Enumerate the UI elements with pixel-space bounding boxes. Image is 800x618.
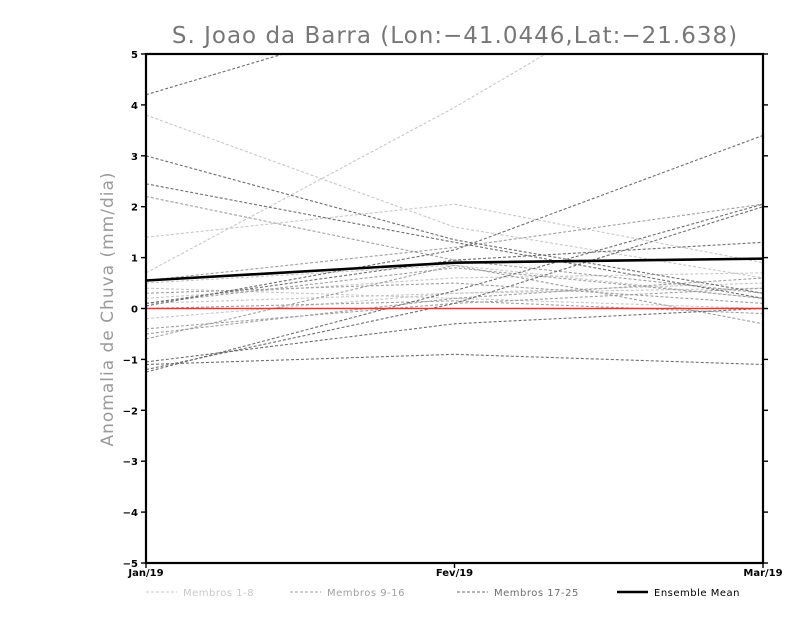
member-line-g3-2 (146, 155, 763, 294)
series-layer (146, 54, 763, 373)
member-line-g2-7 (146, 282, 763, 304)
y-tick-label: −2 (123, 406, 138, 417)
member-line-g2-2 (146, 203, 763, 282)
member-line-g3-1 (146, 54, 286, 96)
y-tick-label: −4 (123, 508, 138, 519)
member-line-g2-3 (146, 277, 763, 335)
y-tick-label: −5 (123, 559, 138, 570)
member-line-g3-7 (146, 307, 763, 363)
member-line-g3-5 (146, 203, 763, 373)
member-line-g1-7 (146, 287, 763, 310)
member-line-g2-8 (146, 300, 763, 315)
y-axis-label: Anomalia de Chuva (mm/dia) (98, 171, 118, 446)
legend-label: Membros 1-8 (183, 588, 254, 599)
member-line-g1-1 (146, 114, 763, 279)
chart-title: S. Joao da Barra (Lon:−41.0446,Lat:−21.6… (172, 23, 738, 49)
member-line-g3-9 (146, 134, 763, 307)
y-tick-label: −1 (123, 355, 138, 366)
member-line-g1-3 (146, 54, 547, 274)
member-line-g1-5 (146, 282, 763, 320)
legend: Membros 1-8 Membros 9-16 Membros 17-25 Ense… (146, 588, 740, 599)
x-tick-label: Jan/19 (127, 568, 163, 579)
ensemble-mean-line (146, 257, 763, 282)
member-line-g3-6 (146, 353, 763, 366)
member-line-g1-2 (146, 203, 763, 264)
y-tick-label: 0 (131, 305, 138, 316)
y-tick-label: 2 (131, 203, 138, 214)
member-line-g2-1 (146, 195, 763, 294)
y-tick-label: 3 (131, 152, 138, 163)
member-line-g3-8 (146, 241, 763, 304)
member-line-g2-6 (146, 287, 763, 330)
member-line-g1-6 (146, 264, 763, 299)
member-line-g2-4 (146, 264, 763, 340)
member-line-g3-4 (146, 206, 763, 371)
legend-label: Membros 17-25 (494, 588, 579, 599)
y-tick-label: 4 (131, 101, 138, 112)
legend-label: Membros 9-16 (327, 588, 405, 599)
member-line-g2-5 (146, 267, 763, 304)
y-tick-label: 5 (131, 50, 138, 61)
member-line-g1-8 (146, 287, 763, 304)
y-tick-label: 1 (131, 254, 138, 265)
y-tick-label: −3 (123, 457, 138, 468)
legend-label: Ensemble Mean (654, 588, 740, 599)
x-tick-label: Mar/19 (743, 568, 782, 579)
x-tick-label: Fev/19 (436, 568, 473, 579)
member-line-g3-3 (146, 183, 763, 299)
